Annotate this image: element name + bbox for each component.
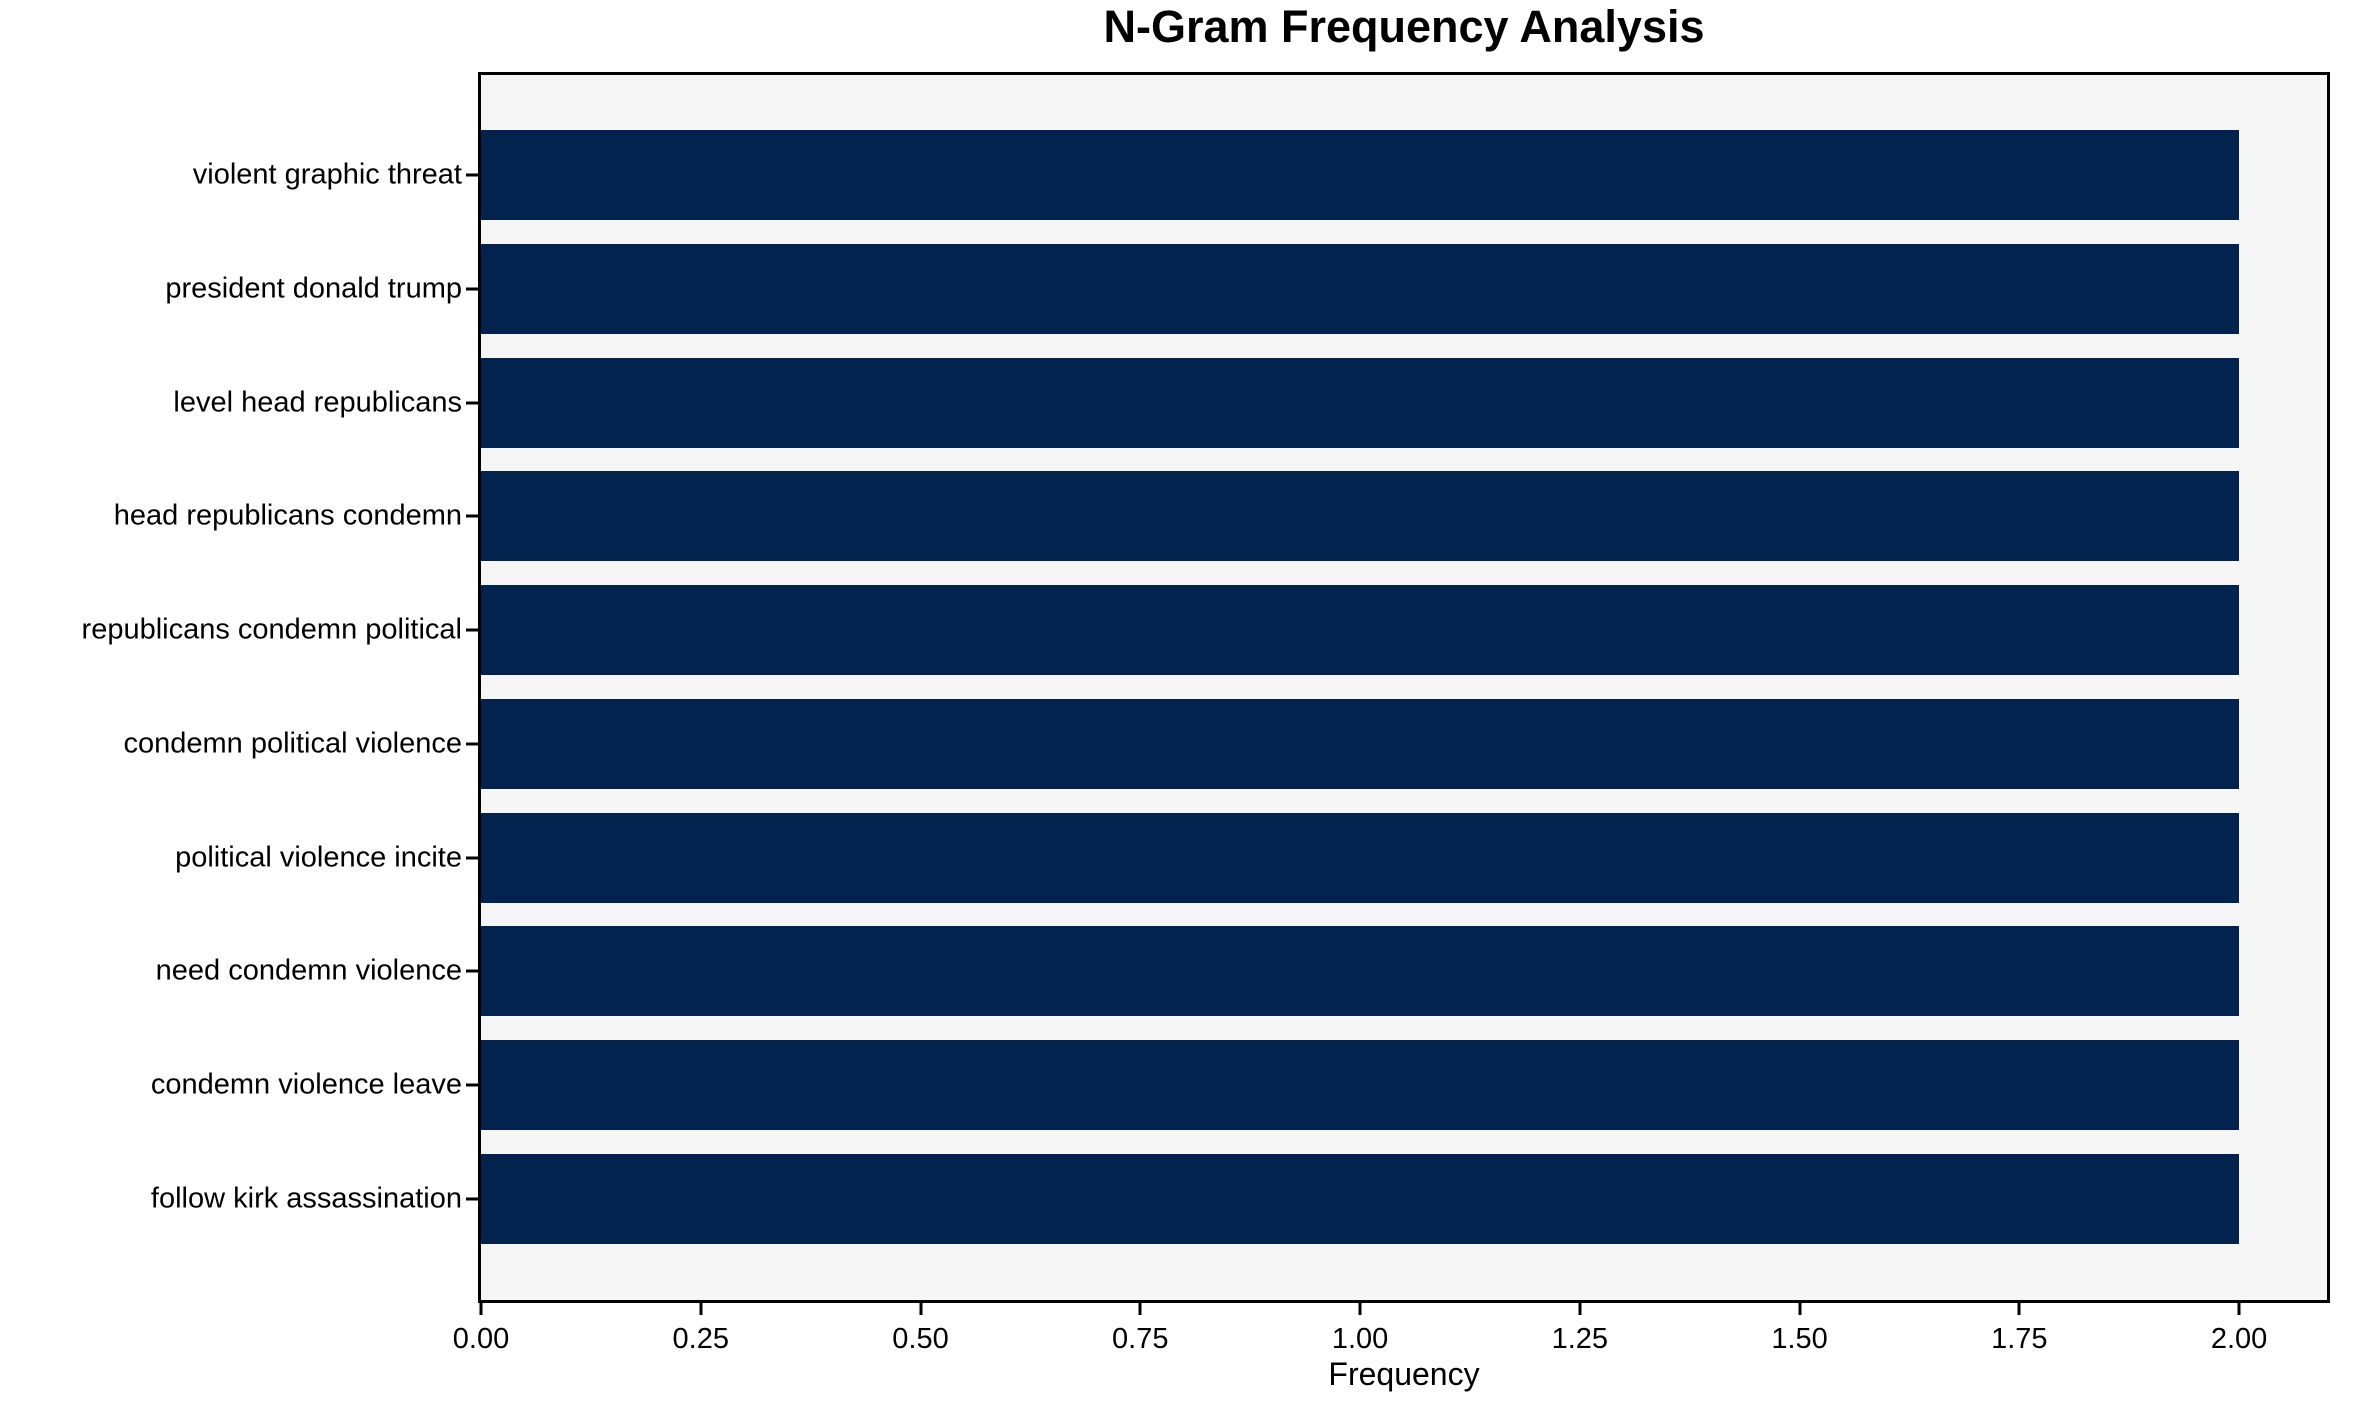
x-tick-label: 1.00 (1331, 1323, 1389, 1355)
bar (481, 1040, 2240, 1131)
y-tick-label: political violence incite (175, 841, 462, 874)
y-tick-mark (466, 856, 478, 860)
chart-title: N-Gram Frequency Analysis (1103, 1, 1705, 52)
y-tick-label: need condemn violence (155, 954, 462, 987)
x-axis-label: Frequency (1328, 1356, 1480, 1392)
x-tick-mark (1578, 1303, 1582, 1315)
bar (481, 585, 2240, 676)
x-tick-mark (2017, 1303, 2021, 1315)
bar (481, 243, 2240, 334)
bar (481, 1154, 2240, 1244)
bar (481, 812, 2240, 903)
y-tick-mark (466, 173, 478, 177)
y-tick-label: condemn violence leave (150, 1068, 462, 1101)
y-tick-mark (466, 628, 478, 632)
x-tick-label: 1.75 (1991, 1323, 2048, 1355)
y-tick-mark (466, 1197, 478, 1201)
x-tick-label: 2.00 (2210, 1323, 2268, 1355)
y-tick-mark (466, 401, 478, 405)
x-tick-mark (1138, 1303, 1142, 1315)
x-tick-mark (2237, 1303, 2241, 1315)
x-tick-label: 0.50 (892, 1323, 949, 1355)
x-tick-mark (1358, 1303, 1362, 1315)
y-tick-label: level head republicans (173, 386, 462, 419)
y-tick-mark (466, 514, 478, 518)
x-tick-label: 0.00 (452, 1323, 510, 1355)
y-tick-mark (466, 287, 478, 291)
y-tick-label: head republicans condemn (113, 499, 462, 532)
x-tick-label: 0.75 (1112, 1323, 1169, 1355)
x-tick-mark (919, 1303, 923, 1315)
bar (481, 698, 2240, 789)
bar (481, 130, 2240, 220)
x-tick-label: 1.25 (1551, 1323, 1609, 1355)
x-tick-label: 1.50 (1771, 1323, 1828, 1355)
y-tick-label: condemn political violence (123, 727, 462, 760)
y-tick-mark (466, 742, 478, 746)
bar (481, 926, 2240, 1017)
y-tick-mark (466, 1083, 478, 1087)
bar (481, 471, 2240, 562)
plot-area (478, 72, 2330, 1303)
y-tick-label: president donald trump (165, 272, 462, 305)
x-tick-mark (479, 1303, 483, 1315)
y-tick-label: republicans condemn political (81, 613, 462, 646)
y-tick-label: violent graphic threat (192, 158, 462, 191)
x-tick-label: 0.25 (672, 1323, 729, 1355)
x-tick-mark (699, 1303, 703, 1315)
x-tick-mark (1798, 1303, 1802, 1315)
y-tick-mark (466, 969, 478, 973)
y-tick-label: follow kirk assassination (150, 1182, 462, 1215)
bar (481, 357, 2240, 448)
